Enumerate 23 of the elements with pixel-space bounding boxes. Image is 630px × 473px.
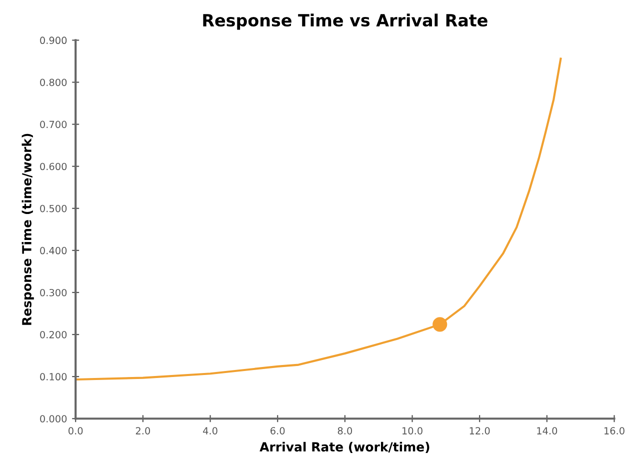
x-tick-label: 14.0 — [537, 427, 558, 434]
x-tick-label: 16.0 — [604, 427, 624, 434]
y-axis-title: Response Time (time/work) — [22, 134, 34, 325]
y-tick-label: 0.600 — [40, 162, 67, 170]
x-tick-label: 2.0 — [136, 427, 150, 434]
y-tick-label: 0.500 — [40, 204, 67, 212]
y-tick-label: 0.800 — [40, 78, 67, 86]
y-tick-label: 0.400 — [40, 246, 67, 254]
x-tick-label: 12.0 — [470, 427, 490, 434]
x-tick-label: 8.0 — [338, 427, 352, 434]
chart-title: Response Time vs Arrival Rate — [203, 14, 488, 30]
line-series — [76, 58, 562, 381]
y-tick-label: 0.700 — [40, 120, 67, 128]
y-tick-label: 0.300 — [40, 288, 67, 296]
y-tick-label: 0.000 — [40, 415, 67, 422]
x-tick-label: 10.0 — [402, 427, 422, 434]
x-axis-title: Arrival Rate (work/time) — [260, 442, 430, 454]
x-tick-label: 4.0 — [203, 427, 218, 434]
x-tick-label: 6.0 — [270, 427, 285, 434]
y-tick-label: 0.900 — [40, 36, 67, 44]
y-tick-label: 0.200 — [40, 330, 67, 338]
x-tick-label: 0.0 — [68, 427, 83, 434]
y-tick-label: 0.100 — [40, 373, 67, 380]
